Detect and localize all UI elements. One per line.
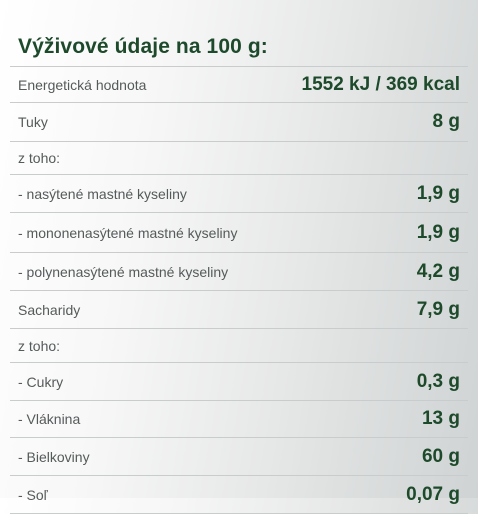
nutrition-title: Výživové údaje na 100 g: [18, 35, 268, 58]
row-value: 1552 kJ / 369 kcal [301, 73, 460, 95]
nutrition-row-monounsaturated: - mononenasýtené mastné kyseliny 1,9 g [10, 213, 468, 253]
nutrition-row-subheader: z toho: [10, 142, 468, 175]
nutrition-row-saturated: - nasýtené mastné kyseliny 1,9 g [10, 175, 468, 213]
nutrition-row-subheader: z toho: [10, 329, 468, 363]
row-value: 8 g [432, 111, 460, 132]
row-label: z toho: [18, 337, 61, 354]
row-label: - Vláknina [18, 411, 81, 427]
nutrition-row-polyunsaturated: - polynenasýtené mastné kyseliny 4,2 g [10, 253, 468, 291]
row-label: - mononenasýtené mastné kyseliny [18, 224, 238, 241]
nutrition-row-fat: Tuky 8 g [10, 103, 468, 142]
row-value: 0,3 g [416, 370, 460, 392]
nutrition-row-sugars: - Cukry 0,3 g [10, 363, 468, 401]
nutrition-row-carbohydrates: Sacharidy 7,9 g [10, 291, 468, 329]
row-value: 60 g [421, 445, 460, 467]
row-label: - Soľ [18, 486, 48, 503]
row-label: - polynenasýtené mastné kyseliny [18, 263, 229, 280]
row-label: Energetická hodnota [18, 76, 147, 93]
row-label: Sacharidy [18, 301, 81, 318]
row-label: - Cukry [18, 373, 64, 390]
nutrition-row-fiber: - Vláknina 13 g [10, 401, 468, 438]
nutrition-facts-panel: Výživové údaje na 100 g: Energetická hod… [10, 0, 468, 514]
row-value: 0,07 g [406, 483, 460, 505]
row-value: 1,9 g [416, 182, 460, 204]
row-value: 7,9 g [416, 298, 460, 320]
nutrition-table: Energetická hodnota 1552 kJ / 369 kcal T… [10, 66, 468, 514]
nutrition-row-energy: Energetická hodnota 1552 kJ / 369 kcal [10, 67, 468, 103]
row-label: - nasýtené mastné kyseliny [18, 185, 187, 202]
row-value: 1,9 g [416, 221, 460, 243]
row-label: Tuky [18, 114, 48, 130]
row-value: 13 g [421, 408, 460, 429]
nutrition-row-salt: - Soľ 0,07 g [10, 476, 468, 514]
row-value: 4,2 g [416, 260, 460, 282]
nutrition-row-protein: - Bielkoviny 60 g [10, 438, 468, 476]
row-label: z toho: [18, 150, 61, 166]
row-label: - Bielkoviny [18, 448, 90, 465]
